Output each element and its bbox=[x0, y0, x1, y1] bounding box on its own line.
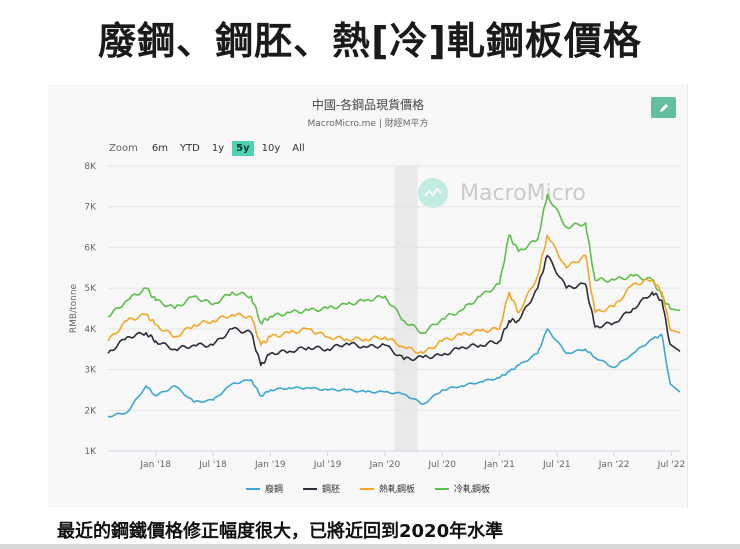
range-all-button[interactable]: All bbox=[292, 143, 305, 154]
y-tick-label: 2K bbox=[84, 406, 97, 416]
range-selector: Zoom 6m YTD 1y 5y 10y All bbox=[109, 141, 313, 156]
legend-item-1[interactable]: 廢鋼 bbox=[245, 482, 283, 495]
x-tick-label: Jan '18 bbox=[139, 460, 171, 470]
macromicro-watermark: MacroMicro bbox=[418, 178, 586, 208]
chart-title: 中國-各鋼品現貨價格 bbox=[311, 98, 425, 112]
chart-subtitle: MacroMicro.me | 財經M平方 bbox=[307, 119, 429, 129]
x-tick-label: Jan '20 bbox=[369, 460, 401, 470]
legend-item-4[interactable]: 冷軋鋼板 bbox=[435, 482, 490, 495]
y-tick-label: 5K bbox=[84, 284, 97, 294]
range-10y-button[interactable]: 10y bbox=[261, 143, 281, 154]
zoom-label: Zoom bbox=[109, 143, 138, 154]
x-tick-label: Jul '18 bbox=[198, 460, 227, 470]
edit-button[interactable] bbox=[651, 97, 676, 118]
y-tick-label: 6K bbox=[84, 243, 97, 253]
legend-swatch bbox=[360, 487, 374, 490]
x-tick-label: Jan '22 bbox=[598, 460, 630, 470]
y-tick-label: 3K bbox=[84, 366, 97, 376]
macromicro-logo-icon bbox=[418, 178, 448, 208]
legend-label: 熱軋鋼板 bbox=[379, 485, 416, 495]
chart-legend: 廢鋼 鋼胚 熱軋鋼板 冷軋鋼板 bbox=[48, 482, 688, 495]
range-ytd-button[interactable]: YTD bbox=[179, 143, 200, 154]
range-5y-button[interactable]: 5y bbox=[232, 141, 254, 156]
line-chart-plot[interactable]: 1K 2K 3K 4K 5K 6K 7K 8K RMB/tonne Jan '18 Jul '18 J… bbox=[48, 84, 688, 484]
legend-swatch bbox=[435, 487, 450, 490]
range-1y-button[interactable]: 1y bbox=[211, 143, 225, 154]
recession-shade bbox=[394, 166, 418, 451]
legend-swatch bbox=[302, 487, 317, 490]
slide-caption: 最近的鋼鐵價格修正幅度很大，已將近回到2020年水準 bbox=[57, 521, 504, 542]
legend-label: 鋼胚 bbox=[321, 485, 340, 495]
slide-title: 廢鋼、鋼胚、熱[冷]軋鋼板價格 bbox=[98, 19, 642, 63]
legend-item-3[interactable]: 熱軋鋼板 bbox=[360, 482, 415, 495]
x-tick-label: Jul '21 bbox=[542, 460, 571, 470]
x-tick-label: Jan '19 bbox=[254, 460, 286, 470]
y-tick-label: 7K bbox=[84, 203, 97, 213]
series-line-4[interactable] bbox=[107, 193, 681, 335]
x-tick-label: Jul '20 bbox=[427, 460, 456, 470]
x-tick-label: Jul '22 bbox=[657, 460, 686, 470]
legend-item-2[interactable]: 鋼胚 bbox=[302, 482, 340, 495]
legend-label: 冷軋鋼板 bbox=[454, 485, 491, 495]
x-tick-label: Jan '21 bbox=[483, 460, 515, 470]
series-line-3[interactable] bbox=[107, 234, 681, 355]
bottom-divider bbox=[0, 544, 740, 549]
y-tick-label: 1K bbox=[84, 447, 97, 457]
watermark-text: MacroMicro bbox=[460, 180, 586, 206]
pencil-icon bbox=[659, 103, 668, 112]
legend-label: 廢鋼 bbox=[264, 485, 283, 495]
range-6m-button[interactable]: 6m bbox=[151, 143, 168, 154]
y-axis-label: RMB/tonne bbox=[69, 283, 79, 333]
y-tick-label: 8K bbox=[84, 162, 97, 172]
legend-swatch bbox=[245, 487, 260, 490]
chart-card: 中國-各鋼品現貨價格 MacroMicro.me | 財經M平方 Zoom 6m… bbox=[48, 84, 688, 508]
y-tick-label: 4K bbox=[84, 325, 97, 335]
series-line-2[interactable] bbox=[107, 254, 681, 367]
series-line-1[interactable] bbox=[107, 328, 681, 418]
x-tick-label: Jul '19 bbox=[313, 460, 342, 470]
